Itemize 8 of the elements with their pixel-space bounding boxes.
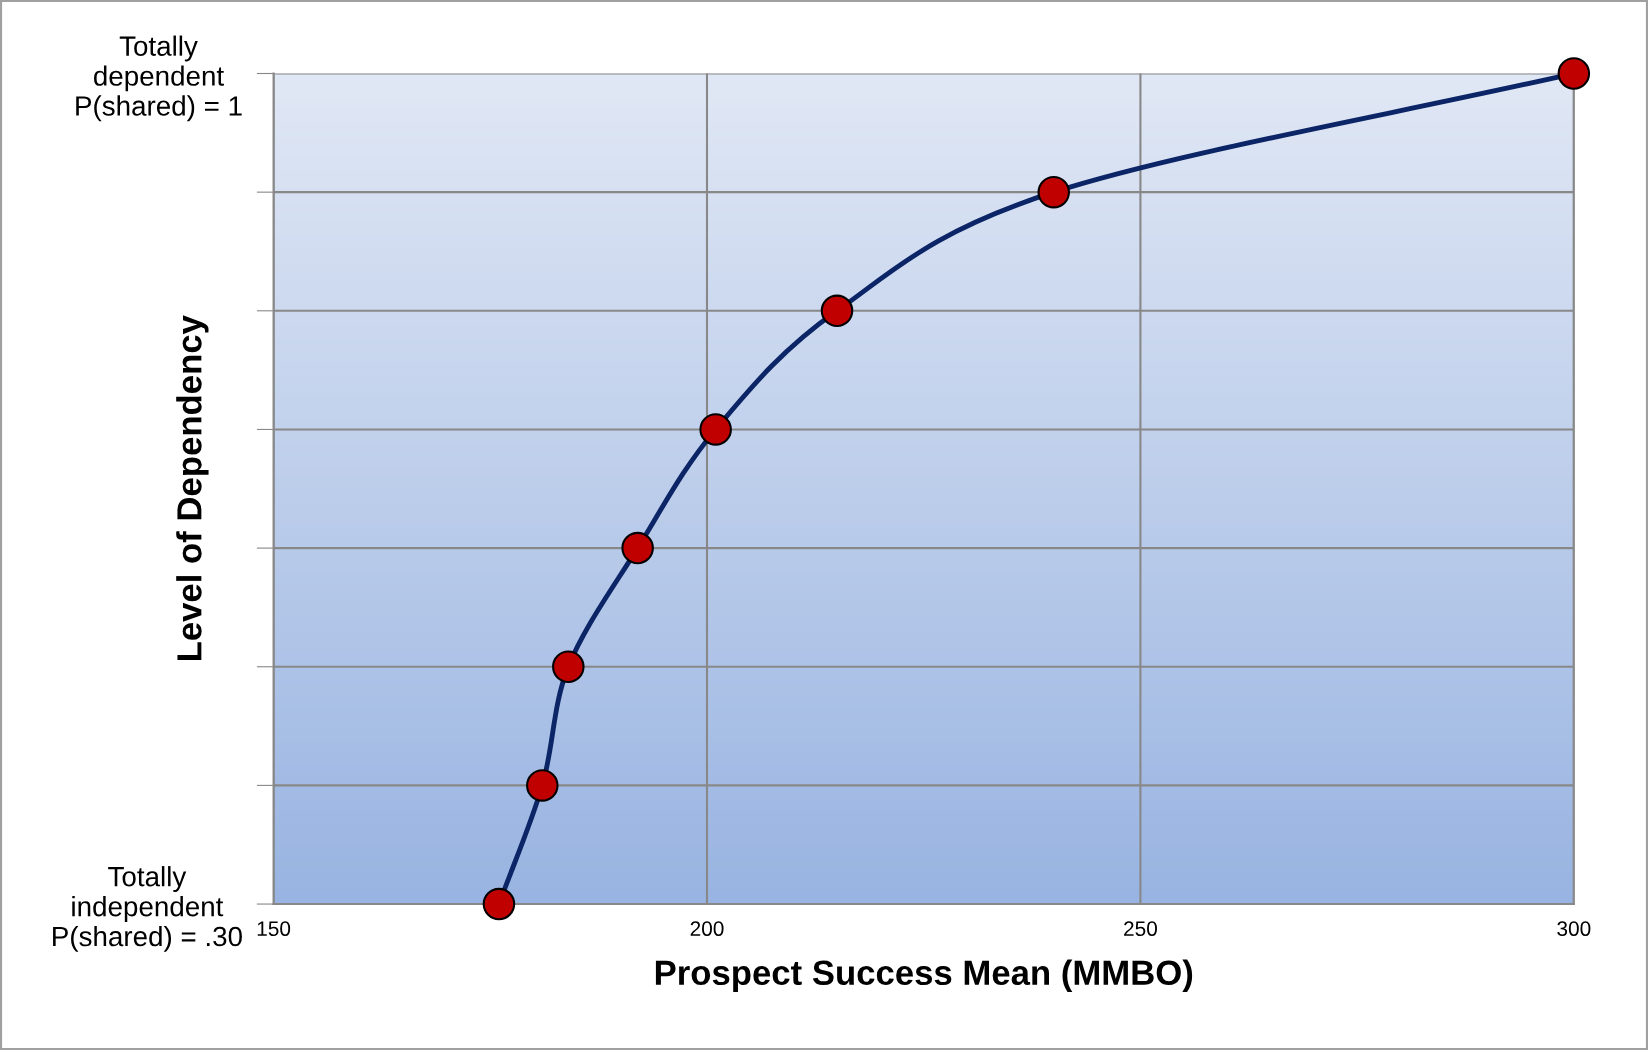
- x-tick-label: 250: [1124, 921, 1157, 937]
- y-tick-label: Totally independent P(shared) = .30: [53, 866, 242, 952]
- x-tick-label: 300: [1557, 921, 1591, 937]
- y-axis-title: Level of Dependency: [176, 315, 209, 661]
- x-tick-label: 200: [690, 921, 724, 937]
- y-tick-label: Totally dependent P(shared) = 1: [76, 35, 242, 122]
- x-tick-label: 150: [257, 921, 291, 937]
- x-axis-title: Prospect Success Mean (MMBO): [655, 959, 1193, 992]
